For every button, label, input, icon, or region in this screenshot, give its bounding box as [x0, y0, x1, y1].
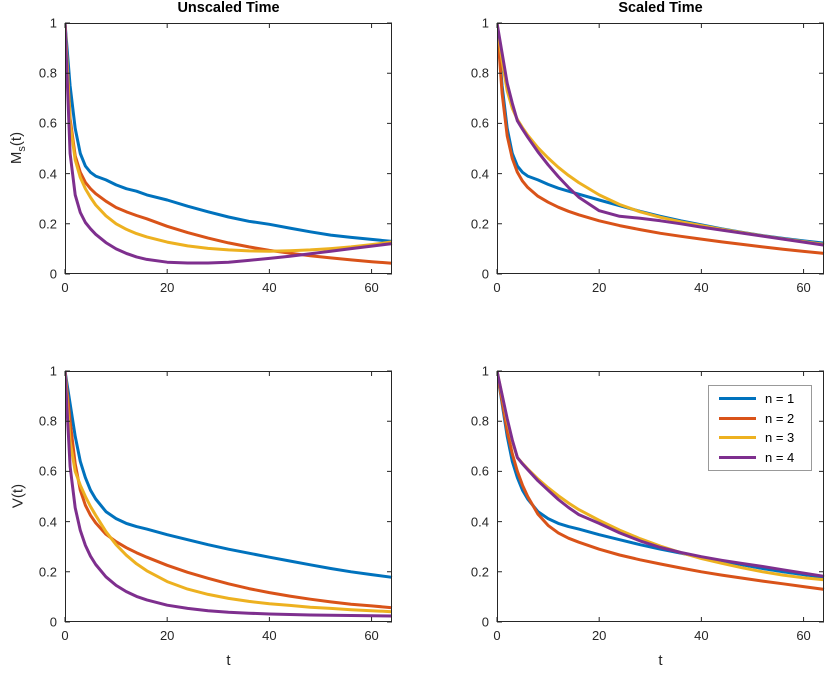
x-tick-label: 40	[262, 628, 277, 643]
legend: n = 1 n = 2 n = 3 n = 4	[708, 385, 812, 471]
x-tick-label: 40	[262, 280, 277, 295]
y-tick-label: 0.6	[470, 463, 489, 479]
plot-title-unscaled: Unscaled Time	[177, 0, 280, 16]
legend-entry: n = 2	[709, 409, 811, 427]
y-tick-label: 0.6	[38, 463, 57, 479]
y-tick-label: 0.4	[38, 166, 57, 182]
y-axis-label-v: V(t)	[9, 483, 27, 509]
y-tick-label: 1	[481, 15, 489, 31]
legend-entry-label: n = 2	[765, 410, 795, 426]
y-tick-label: 0.6	[38, 115, 57, 131]
legend-line-swatch	[719, 416, 756, 420]
subplot-unscaled-ms: Unscaled Time Ms(t) 0 0.2 0.4 0.6 0.8 1 0 20 40…	[8, 0, 393, 295]
legend-entry-label: n = 3	[765, 430, 795, 446]
y-tick-label: 0	[481, 614, 489, 630]
plot-area-unscaled-ms	[64, 22, 393, 275]
x-tick-label: 20	[159, 628, 175, 643]
subplot-scaled-ms: Scaled Time 0 0.2 0.4 0.6 0.8 1 0 20 40 60	[471, 0, 825, 295]
x-tick-label: 20	[159, 280, 175, 295]
x-tick-label: 0	[493, 628, 501, 643]
y-tick-label: 0	[481, 266, 489, 282]
y-tick-label: 0.2	[38, 216, 57, 232]
y-tick-label: 0	[49, 266, 57, 282]
y-tick-label: 0	[49, 614, 57, 630]
y-tick-label: 0.4	[38, 514, 57, 530]
y-tick-label: 0.8	[470, 65, 489, 81]
y-tick-label: 0.8	[470, 413, 489, 429]
legend-line-swatch	[719, 455, 756, 459]
plot-area-unscaled-v	[64, 370, 393, 623]
x-tick-label: 20	[591, 628, 607, 643]
x-tick-label: 40	[694, 280, 709, 295]
legend-line-swatch	[719, 436, 756, 440]
x-tick-label: 0	[61, 628, 69, 643]
plot-title-scaled: Scaled Time	[618, 0, 703, 16]
x-tick-label: 0	[61, 280, 69, 295]
x-tick-label: 20	[591, 280, 607, 295]
legend-entry: n = 4	[709, 448, 811, 466]
y-tick-label: 0.8	[38, 413, 57, 429]
x-tick-label: 40	[694, 628, 709, 643]
legend-entry: n = 3	[709, 429, 811, 447]
subplot-scaled-v: 0 0.2 0.4 0.6 0.8 1 0 20 40 60 t n = 1 n = 2 n = 3…	[471, 364, 825, 669]
legend-entry-label: n = 1	[765, 391, 795, 407]
legend-entry: n = 1	[709, 390, 811, 408]
y-tick-label: 1	[49, 15, 57, 31]
y-axis-label-ms: Ms(t)	[8, 131, 28, 165]
plot-area-scaled-v	[496, 370, 825, 623]
y-tick-label: 0.2	[470, 216, 489, 232]
y-tick-label: 0.4	[470, 166, 489, 182]
plot-area-scaled-ms	[496, 22, 825, 275]
subplot-unscaled-v: V(t) 0 0.2 0.4 0.6 0.8 1 0 20 40 60 t	[10, 364, 393, 669]
x-axis-label: t	[658, 652, 663, 669]
y-tick-label: 0.8	[38, 65, 57, 81]
y-tick-label: 0.4	[470, 514, 489, 530]
x-tick-label: 60	[364, 280, 379, 295]
x-tick-label: 60	[796, 628, 811, 643]
y-tick-label: 1	[481, 363, 489, 379]
y-tick-label: 0.2	[470, 564, 489, 580]
y-tick-label: 0.6	[470, 115, 489, 131]
legend-entry-label: n = 4	[765, 449, 795, 465]
y-tick-label: 0.2	[38, 564, 57, 580]
x-axis-label: t	[226, 652, 231, 669]
legend-line-swatch	[719, 397, 756, 401]
x-tick-label: 0	[493, 280, 501, 295]
y-tick-label: 1	[49, 363, 57, 379]
x-tick-label: 60	[364, 628, 379, 643]
x-tick-label: 60	[796, 280, 811, 295]
